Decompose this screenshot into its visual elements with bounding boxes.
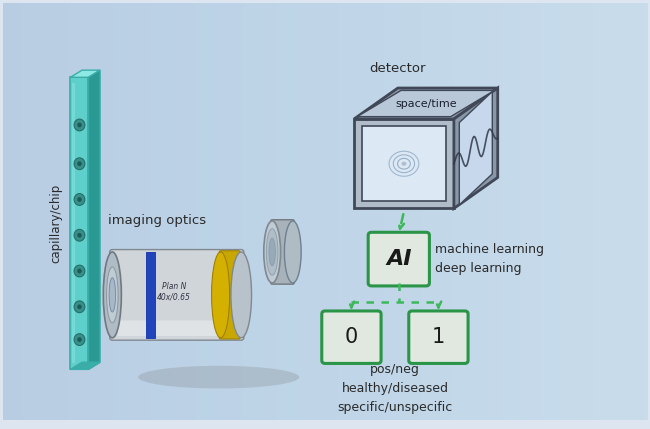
Ellipse shape <box>74 334 85 345</box>
Text: detector: detector <box>369 62 426 75</box>
FancyBboxPatch shape <box>409 311 468 363</box>
Polygon shape <box>460 92 492 205</box>
Polygon shape <box>70 70 100 77</box>
Ellipse shape <box>77 161 82 166</box>
FancyBboxPatch shape <box>146 252 155 338</box>
Text: 1: 1 <box>432 327 445 347</box>
Text: imaging optics: imaging optics <box>109 214 207 227</box>
Ellipse shape <box>138 366 299 388</box>
Ellipse shape <box>77 337 82 342</box>
Polygon shape <box>354 88 498 119</box>
Ellipse shape <box>401 162 406 166</box>
Ellipse shape <box>74 229 85 241</box>
Ellipse shape <box>74 193 85 205</box>
Text: Plan N
40x/0.65: Plan N 40x/0.65 <box>157 282 191 302</box>
FancyBboxPatch shape <box>219 251 240 339</box>
Ellipse shape <box>77 233 82 238</box>
Ellipse shape <box>107 267 118 323</box>
Text: AI: AI <box>386 249 411 269</box>
Ellipse shape <box>269 238 276 266</box>
Ellipse shape <box>77 305 82 309</box>
Polygon shape <box>88 70 100 369</box>
Polygon shape <box>358 91 495 117</box>
Ellipse shape <box>109 278 116 312</box>
Ellipse shape <box>285 221 301 283</box>
Ellipse shape <box>212 252 229 338</box>
Polygon shape <box>70 362 100 369</box>
Text: 0: 0 <box>344 327 358 347</box>
Ellipse shape <box>74 119 85 131</box>
Ellipse shape <box>231 252 252 338</box>
FancyBboxPatch shape <box>70 77 88 369</box>
FancyBboxPatch shape <box>322 311 381 363</box>
Polygon shape <box>362 126 446 201</box>
Ellipse shape <box>77 123 82 127</box>
FancyBboxPatch shape <box>118 320 229 336</box>
Bar <box>72 83 75 363</box>
Ellipse shape <box>264 221 281 283</box>
FancyBboxPatch shape <box>110 250 244 340</box>
FancyBboxPatch shape <box>368 232 430 286</box>
Ellipse shape <box>266 229 278 275</box>
Ellipse shape <box>103 252 122 338</box>
Ellipse shape <box>77 197 82 202</box>
Text: machine learning
deep learning: machine learning deep learning <box>436 243 544 275</box>
Polygon shape <box>454 88 498 208</box>
Ellipse shape <box>77 269 82 273</box>
Text: space/time: space/time <box>395 99 457 109</box>
FancyBboxPatch shape <box>271 220 294 284</box>
Ellipse shape <box>74 265 85 277</box>
Polygon shape <box>354 119 454 208</box>
Text: capillary/chip: capillary/chip <box>50 184 63 263</box>
Text: pos/neg
healthy/diseased
specific/unspecific: pos/neg healthy/diseased specific/unspec… <box>337 363 452 414</box>
Ellipse shape <box>74 301 85 313</box>
Ellipse shape <box>74 158 85 170</box>
